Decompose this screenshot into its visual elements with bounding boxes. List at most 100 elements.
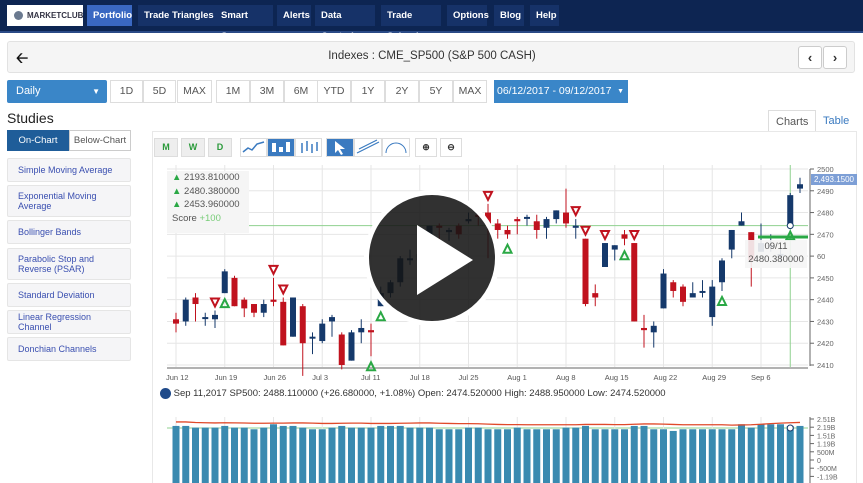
candle-body — [221, 271, 228, 294]
candle-body — [641, 327, 647, 331]
volume-bar — [338, 425, 346, 483]
last-price-label: 2,493.1500 — [811, 174, 857, 185]
tab-table[interactable]: Table — [823, 115, 850, 127]
study-item[interactable]: Donchian Channels — [7, 337, 131, 361]
volume-bar — [757, 424, 765, 483]
volume-bar — [504, 429, 511, 483]
triangle-up-icon: ▲ — [172, 199, 182, 210]
range-quick-5d[interactable]: 5D — [143, 80, 176, 103]
score-value: +100 — [199, 212, 221, 224]
study-item[interactable]: Standard Deviation — [7, 283, 131, 307]
zoom-in-button[interactable]: ⊕ — [415, 138, 437, 157]
triangle-w-icon: W — [188, 142, 198, 152]
nav-trade-triangles[interactable]: Trade Triangles — [138, 5, 231, 26]
zoom-out-button[interactable]: ⊖ — [440, 138, 462, 157]
top-nav: MARKETCLUB Portfolio Trade Triangles Smart… — [0, 0, 863, 42]
volume-bar — [650, 429, 658, 483]
volume-tick-label: 1.51B — [817, 433, 836, 440]
volume-bar — [494, 429, 502, 483]
prev-button[interactable]: ‹ — [798, 46, 822, 69]
ohlc-info-text: Sep 11,2017 SP500: 2488.110000 (+26.6800… — [173, 388, 666, 400]
daily-triangle-toggle[interactable]: D — [208, 138, 232, 157]
range-max[interactable]: MAX — [453, 80, 487, 103]
x-tick-label: Aug 22 — [654, 373, 678, 382]
sell-triangle-icon — [267, 264, 280, 277]
candle-body — [290, 297, 296, 337]
tab-on-chart[interactable]: On-Chart — [7, 130, 69, 151]
y-tick-label: 2480 — [817, 209, 834, 218]
range-quick-max[interactable]: MAX — [177, 80, 212, 103]
candlestick-chart-button[interactable] — [267, 138, 295, 157]
range-5y[interactable]: 5Y — [419, 80, 453, 103]
volume-bar — [318, 429, 326, 483]
volume-bar — [445, 429, 453, 483]
sell-triangle-icon — [277, 284, 289, 296]
volume-bar — [250, 429, 258, 483]
crosshair-marker — [786, 222, 794, 230]
tooltip-value: 2480.380000 — [748, 254, 804, 265]
candle-body — [182, 299, 189, 322]
score-label: Score — [172, 212, 197, 224]
study-item[interactable]: Linear Regression Channel — [7, 310, 131, 334]
study-item[interactable]: Bollinger Bands — [7, 220, 131, 244]
volume-bar — [738, 424, 745, 483]
volume-bar — [309, 429, 316, 483]
pointer-tool-button[interactable] — [326, 138, 354, 157]
volume-bar — [747, 427, 755, 483]
candle-body — [689, 293, 696, 298]
buy-triangle-icon — [375, 309, 387, 322]
trendline-tool-button[interactable] — [354, 138, 382, 157]
buy-triangle-icon — [618, 248, 631, 261]
ohlc-chart-button[interactable] — [295, 138, 322, 157]
date-range-value: 06/12/2017 - 09/12/2017 — [497, 85, 612, 97]
range-3m[interactable]: 3M — [250, 80, 284, 103]
study-item[interactable]: Exponential Moving Average — [7, 185, 131, 217]
tab-below-chart[interactable]: Below-Chart — [69, 130, 131, 151]
volume-bar — [289, 425, 297, 483]
volume-bar — [192, 427, 199, 483]
candle-body — [241, 299, 248, 309]
arrow-left-icon[interactable]: 🡠 — [16, 50, 29, 67]
nav-help[interactable]: Help — [530, 5, 559, 26]
fibonacci-tool-button[interactable] — [382, 138, 410, 157]
date-range-picker[interactable]: 06/12/2017 - 09/12/2017 ▼ — [494, 80, 628, 103]
candle-body — [602, 243, 608, 267]
range-1y[interactable]: 1Y — [351, 80, 385, 103]
marketclub-logo[interactable]: MARKETCLUB — [7, 5, 83, 26]
line-chart-button[interactable] — [240, 138, 267, 157]
daily-value-row: ▲ 2453.960000 — [167, 199, 249, 212]
weekly-triangle-toggle[interactable]: W — [181, 138, 205, 157]
candle-body — [309, 336, 316, 339]
study-item[interactable]: Parabolic Stop and Reverse (PSAR) — [7, 248, 131, 280]
y-tick-label: 2470 — [817, 230, 834, 239]
volume-bar — [221, 425, 229, 483]
candle-body — [797, 184, 803, 189]
volume-tick-label: 1.19B — [817, 442, 836, 449]
caret-down-icon: ▼ — [92, 87, 100, 96]
candle-body — [494, 223, 501, 230]
study-item[interactable]: Simple Moving Average — [7, 158, 131, 182]
nav-data-central[interactable]: Data Central — [315, 5, 375, 42]
sell-triangle-icon — [570, 206, 582, 218]
next-button[interactable]: › — [823, 46, 847, 69]
volume-bar — [523, 429, 531, 483]
nav-trade-school[interactable]: Trade School — [381, 5, 441, 42]
nav-smart-scan[interactable]: Smart Scan — [215, 5, 273, 42]
video-play-button[interactable] — [364, 190, 500, 326]
range-1m[interactable]: 1M — [216, 80, 250, 103]
monthly-triangle-toggle[interactable]: M — [154, 138, 178, 157]
nav-options[interactable]: Options — [447, 5, 489, 26]
candle-body — [514, 219, 521, 222]
volume-bar — [777, 424, 784, 483]
nav-alerts[interactable]: Alerts — [277, 5, 311, 26]
interval-select[interactable]: Daily ▼ — [7, 80, 107, 103]
sell-triangle-icon — [209, 297, 221, 309]
range-2y[interactable]: 2Y — [385, 80, 419, 103]
range-quick-1d[interactable]: 1D — [110, 80, 143, 103]
volume-bar — [601, 429, 609, 483]
nav-blog[interactable]: Blog — [494, 5, 524, 26]
nav-portfolio[interactable]: Portfolio — [87, 5, 132, 26]
range-ytd[interactable]: YTD — [317, 80, 351, 103]
page-title: Indexes : CME_SP500 (S&P 500 CASH) — [328, 50, 536, 62]
y-tick-label: 2440 — [817, 296, 834, 305]
